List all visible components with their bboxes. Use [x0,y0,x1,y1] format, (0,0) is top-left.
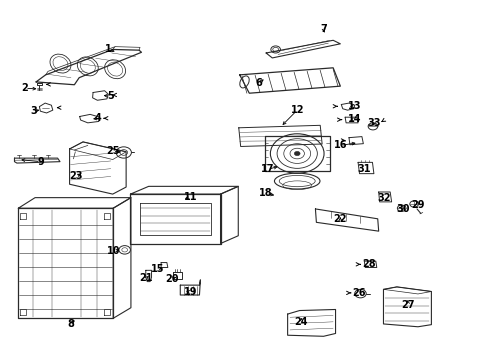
Text: 22: 22 [333,214,346,224]
Text: 2: 2 [21,83,28,93]
Text: 25: 25 [106,146,119,156]
Text: 6: 6 [255,78,262,88]
Text: 5: 5 [107,91,114,101]
Text: 18: 18 [259,188,272,198]
Text: 8: 8 [67,319,74,329]
Text: 24: 24 [294,317,307,327]
Text: 11: 11 [183,192,197,202]
Text: 31: 31 [357,165,370,174]
Text: 23: 23 [69,171,82,181]
Text: 13: 13 [347,101,361,111]
Text: 1: 1 [104,45,111,54]
Text: 32: 32 [377,193,390,203]
Text: 16: 16 [333,140,346,150]
Text: 26: 26 [351,288,365,298]
Text: 3: 3 [30,106,37,116]
Text: 17: 17 [260,165,274,174]
Text: 33: 33 [366,118,380,128]
Text: 21: 21 [139,273,153,283]
Text: 12: 12 [290,105,304,115]
Circle shape [294,152,300,156]
Text: 4: 4 [95,113,102,123]
Text: 7: 7 [320,24,326,34]
Text: 20: 20 [164,274,178,284]
Text: 27: 27 [401,300,414,310]
Text: 30: 30 [396,204,409,214]
Text: 14: 14 [347,114,361,124]
Text: 28: 28 [362,259,375,269]
Text: 10: 10 [107,246,121,256]
Text: 15: 15 [150,264,163,274]
Text: 29: 29 [410,200,424,210]
Text: 19: 19 [183,287,197,297]
Text: 9: 9 [38,157,44,167]
